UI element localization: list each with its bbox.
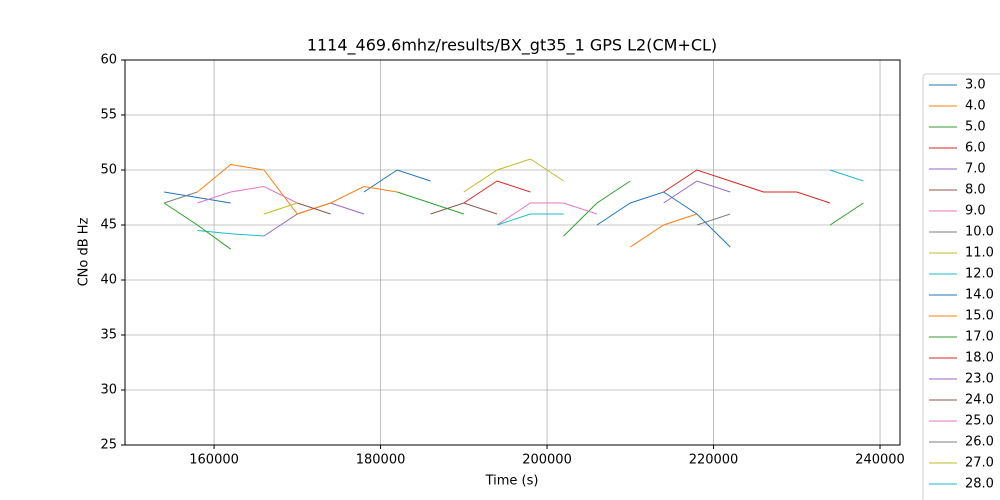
series-line	[630, 213, 698, 248]
x-tick-label: 180000	[356, 453, 406, 468]
y-tick-label: 45	[100, 218, 117, 233]
legend-label: 28.0	[965, 477, 994, 492]
series-line	[163, 191, 864, 250]
legend-label: 17.0	[965, 330, 994, 345]
x-tick-label: 160000	[189, 453, 239, 468]
legend-label: 27.0	[965, 456, 994, 471]
x-tick-label: 220000	[689, 453, 739, 468]
legend-label: 10.0	[965, 225, 994, 240]
legend-label: 18.0	[965, 351, 994, 366]
legend-label: 12.0	[965, 267, 994, 282]
legend-label: 25.0	[965, 414, 994, 429]
legend-label: 15.0	[965, 309, 994, 324]
legend-label: 24.0	[965, 393, 994, 408]
series-line	[263, 202, 298, 215]
x-tick-label: 200000	[522, 453, 572, 468]
series-line	[297, 202, 331, 215]
legend-label: 5.0	[965, 120, 986, 135]
series-line	[163, 191, 731, 226]
series-line	[197, 169, 864, 237]
series-line	[496, 202, 598, 226]
series-line	[197, 163, 398, 215]
legend-label: 6.0	[965, 141, 986, 156]
legend-label: 4.0	[965, 99, 986, 114]
series-line	[263, 202, 365, 237]
legend-label: 3.0	[965, 78, 986, 93]
series-line	[663, 169, 831, 204]
y-tick-label: 55	[100, 108, 117, 123]
series-line	[563, 180, 631, 237]
x-tick-label: 240000	[855, 453, 905, 468]
legend-label: 7.0	[965, 162, 986, 177]
series-line	[463, 158, 564, 193]
y-tick-label: 60	[100, 53, 117, 68]
series-line	[463, 180, 531, 204]
y-tick-label: 30	[100, 383, 117, 398]
legend-label: 26.0	[965, 435, 994, 450]
series-line	[364, 170, 864, 247]
legend-label: 23.0	[965, 372, 994, 387]
y-tick-label: 25	[100, 438, 117, 453]
series-line	[430, 202, 498, 215]
x-axis-label: Time (s)	[485, 474, 539, 489]
chart-title: 1114_469.6mhz/results/BX_gt35_1 GPS L2(C…	[307, 36, 717, 56]
legend-label: 14.0	[965, 288, 994, 303]
legend-label: 11.0	[965, 246, 994, 261]
series-line	[164, 191, 231, 204]
y-tick-label: 40	[100, 273, 117, 288]
legend-box	[922, 73, 1000, 500]
series-line	[663, 180, 731, 204]
y-tick-label: 35	[100, 328, 117, 343]
plot-frame	[124, 59, 901, 446]
y-axis-label: CNo dB Hz	[77, 217, 92, 286]
y-tick-label: 50	[100, 163, 117, 178]
series-line	[197, 185, 298, 204]
legend-label: 8.0	[965, 183, 986, 198]
legend-label: 9.0	[965, 204, 986, 219]
